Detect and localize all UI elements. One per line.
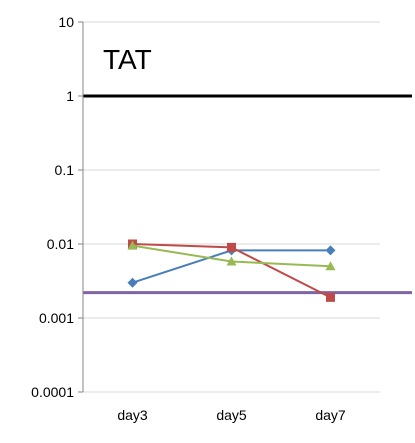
y-tick-label: 1	[66, 88, 74, 104]
y-tick-label: 0.01	[47, 236, 74, 252]
y-tick-label: 0.0001	[31, 384, 74, 400]
series-1-point	[127, 277, 138, 288]
x-tick-label: day5	[216, 407, 247, 423]
reference-lines	[83, 94, 412, 295]
chart-title: TAT	[103, 44, 152, 75]
y-axis-tick-labels: 10 1 0.1 0.01 0.001 0.0001	[31, 14, 83, 400]
data-series	[127, 239, 336, 302]
x-tick-label: day7	[315, 407, 346, 423]
x-axis-tick-labels: day3 day5 day7	[117, 407, 346, 423]
series-3-point	[325, 261, 336, 271]
y-tick-label: 0.001	[39, 310, 74, 326]
series-2-point	[326, 292, 335, 302]
series-3-point	[226, 256, 237, 266]
series-1-point	[325, 245, 336, 256]
x-tick-label: day3	[117, 407, 148, 423]
y-tick-label: 10	[58, 14, 74, 30]
y-tick-label: 0.1	[55, 162, 75, 178]
gridlines	[83, 21, 380, 393]
series-3-point	[127, 240, 138, 250]
series-2-point	[227, 242, 236, 252]
